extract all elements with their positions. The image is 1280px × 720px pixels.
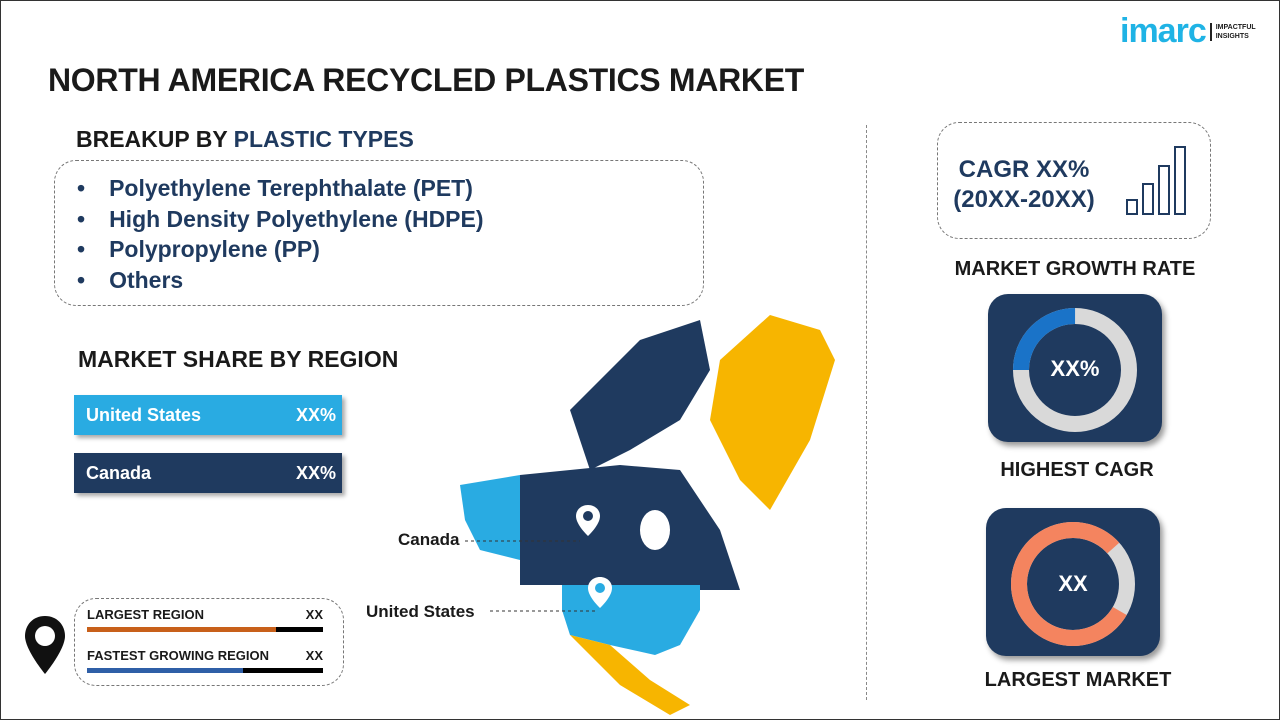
logo-tagline: IMPACTFUL INSIGHTS <box>1209 22 1256 41</box>
fastest-region-label: FASTEST GROWING REGION <box>87 648 270 663</box>
map-label-us: United States <box>366 602 475 621</box>
location-pin-icon <box>25 616 65 674</box>
list-item: High Density Polyethylene (HDPE) <box>77 204 703 235</box>
list-item: Others <box>77 265 703 296</box>
highest-cagr-donut <box>1013 308 1137 432</box>
region-bar-united-states: United States XX% <box>74 395 342 435</box>
bar-chart-icon <box>1126 146 1186 215</box>
region-share-heading: MARKET SHARE BY REGION <box>78 346 399 372</box>
map-canada <box>520 465 740 590</box>
map-pin-canada-icon <box>576 505 600 536</box>
market-growth-rate-label: MARKET GROWTH RATE <box>954 258 1196 280</box>
region-stats-box: LARGEST REGION XX FASTEST GROWING REGION X… <box>74 598 344 686</box>
list-item: Polyethylene Terephthalate (PET) <box>77 173 703 204</box>
highest-cagr-label: HIGHEST CAGR <box>1000 459 1154 481</box>
map-greenland <box>710 315 835 510</box>
imarc-logo: imarc IMPACTFUL INSIGHTS <box>1120 12 1256 51</box>
map-label-canada: Canada <box>398 530 460 549</box>
cagr-period: (20XX-20XX) <box>953 186 1095 213</box>
largest-region-value: XX <box>305 607 323 622</box>
breakup-heading: BREAKUP BY PLASTIC TYPES <box>76 126 414 152</box>
list-item: Polypropylene (PP) <box>77 234 703 265</box>
logo-brand: imarc <box>1120 12 1207 50</box>
fastest-region-value: XX <box>305 648 323 663</box>
map-alaska <box>460 475 520 560</box>
highest-cagr-value: XX% <box>1050 356 1100 381</box>
map-mexico <box>570 635 690 715</box>
largest-market-value: XX <box>1058 571 1088 596</box>
cagr-value: CAGR XX% <box>958 156 1090 183</box>
plastic-types-list: Polyethylene Terephthalate (PET) High De… <box>54 160 704 306</box>
north-america-map <box>460 315 835 715</box>
largest-market-label: LARGEST MARKET <box>984 669 1172 691</box>
divider <box>866 125 867 700</box>
map-pin-us-icon <box>588 577 612 608</box>
page-title: NORTH AMERICA RECYCLED PLASTICS MARKET <box>48 62 805 98</box>
fastest-region-bar <box>87 668 323 673</box>
largest-region-label: LARGEST REGION <box>87 607 205 622</box>
cagr-box: CAGR XX% (20XX-20XX) <box>937 122 1211 239</box>
largest-region-bar <box>87 627 323 632</box>
largest-market-donut <box>1011 522 1135 646</box>
map-canada-arctic <box>570 320 710 470</box>
region-bar-canada: Canada XX% <box>74 453 342 493</box>
